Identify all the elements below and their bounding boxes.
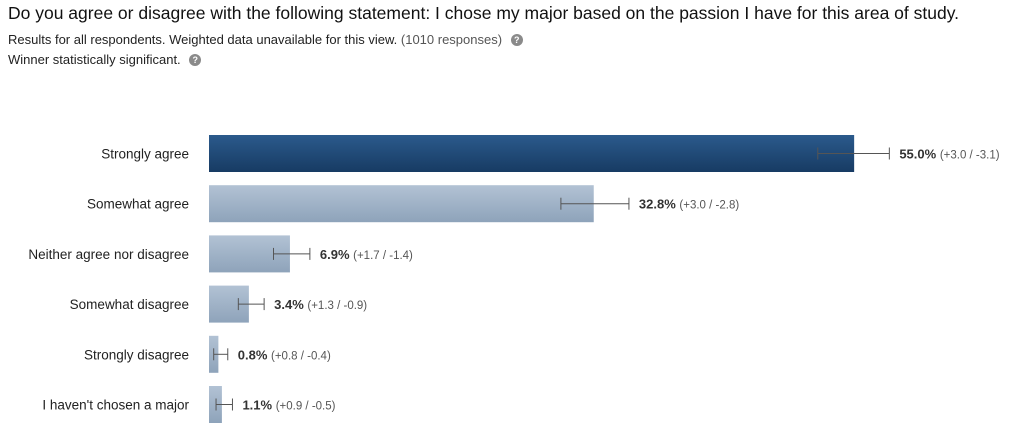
error-bar bbox=[560, 197, 630, 210]
error-bar bbox=[817, 147, 890, 160]
margin-of-error-label: (+3.0 / -2.8) bbox=[679, 200, 739, 212]
bar-row: I haven't chosen a major 1.1% (+0.9 / -0.… bbox=[42, 386, 336, 423]
category-label: Strongly disagree bbox=[84, 347, 189, 362]
bar-row: Neither agree nor disagree 6.9% (+1.7 / -… bbox=[28, 235, 413, 273]
question-circle-icon[interactable]: ? bbox=[189, 54, 202, 66]
value-label: 3.4% (+1.3 / -0.9) bbox=[274, 297, 367, 312]
error-bar bbox=[213, 348, 229, 361]
bar-row: Somewhat agree 32.8% (+3.0 / -2.8) bbox=[87, 185, 739, 223]
response-count: (1010 responses) bbox=[400, 32, 503, 47]
results-description: Results for all respondents. Weighted da… bbox=[8, 32, 398, 47]
margin-of-error-label: (+0.8 / -0.4) bbox=[271, 350, 331, 362]
margin-of-error-label: (+1.7 / -1.4) bbox=[353, 250, 413, 262]
bar-row: Strongly disagree 0.8% (+0.8 / -0.4) bbox=[84, 335, 331, 373]
value-label: 0.8% (+0.8 / -0.4) bbox=[238, 347, 331, 362]
question-circle-icon[interactable]: ? bbox=[510, 34, 523, 46]
category-label: I haven't chosen a major bbox=[42, 398, 189, 413]
category-label: Somewhat agree bbox=[87, 197, 189, 212]
value-label: 55.0% (+3.0 / -3.1) bbox=[899, 147, 999, 162]
margin-of-error-label: (+3.0 / -3.1) bbox=[940, 150, 1000, 162]
value-label: 6.9% (+1.7 / -1.4) bbox=[320, 247, 413, 262]
error-bar bbox=[215, 398, 233, 411]
significance-note: Winner statistically significant. ? bbox=[8, 52, 202, 67]
value-label: 1.1% (+0.9 / -0.5) bbox=[242, 398, 335, 413]
category-label: Strongly agree bbox=[101, 147, 189, 162]
margin-of-error-label: (+1.3 / -0.9) bbox=[307, 300, 367, 312]
bar-row: Strongly agree 55.0% (+3.0 / -3.1) bbox=[101, 135, 1000, 172]
margin-of-error-label: (+0.9 / -0.5) bbox=[276, 401, 336, 413]
bar bbox=[209, 386, 222, 423]
error-bar bbox=[237, 298, 265, 311]
error-bar bbox=[273, 247, 311, 260]
results-subtitle: Results for all respondents. Weighted da… bbox=[8, 32, 523, 47]
category-label: Somewhat disagree bbox=[70, 297, 189, 312]
bar-row: Somewhat disagree 3.4% (+1.3 / -0.9) bbox=[70, 285, 367, 323]
bar bbox=[209, 185, 594, 223]
question-title: Do you agree or disagree with the follow… bbox=[8, 3, 960, 23]
bar bbox=[209, 135, 855, 172]
category-label: Neither agree nor disagree bbox=[28, 247, 189, 262]
value-label: 32.8% (+3.0 / -2.8) bbox=[639, 197, 739, 212]
significance-text: Winner statistically significant. bbox=[8, 52, 181, 67]
